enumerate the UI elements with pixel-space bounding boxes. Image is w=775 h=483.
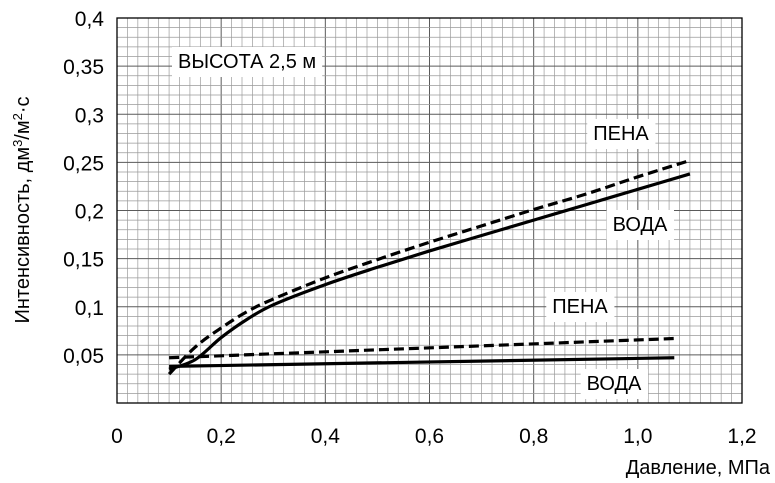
annotation-text: ПЕНА (552, 296, 608, 318)
annotation-background (546, 292, 615, 322)
x-tick-label: 0,6 (415, 425, 444, 448)
annotation-label: ВЫСОТА 2,5 м (172, 47, 323, 77)
series-line-2 (168, 172, 691, 371)
series-line-1 (167, 158, 691, 376)
y-tick-label: 0,05 (63, 345, 104, 368)
y-tick-label: 0,35 (63, 56, 104, 79)
annotation-text: ВОДА (587, 373, 642, 395)
annotation-background (172, 47, 323, 77)
annotation-label: ПЕНА (546, 292, 615, 322)
series-line-3 (169, 336, 675, 360)
annotation-text: ВОДА (613, 214, 668, 236)
plot-frame (116, 17, 743, 404)
annotation-background (580, 369, 648, 399)
x-tick-label: 0,2 (207, 425, 236, 448)
x-axis-title: Давление, МПа (626, 457, 771, 479)
annotations: ВЫСОТА 2,5 м ПЕНА ВОДА ПЕНА ВОДА (172, 47, 674, 399)
annotation-background (606, 210, 674, 240)
x-tick-label: 1,0 (623, 425, 652, 448)
series-lines (167, 158, 691, 376)
y-axis-title-end: ·с (12, 96, 34, 113)
y-axis-title: Интенсивность, дм3/м2·с (10, 96, 35, 323)
y-tick-label: 0,3 (75, 104, 104, 127)
series-line-4 (169, 356, 675, 369)
y-tick-label: 0,25 (63, 152, 104, 175)
annotation-text: ВЫСОТА 2,5 м (178, 51, 316, 73)
x-tick-labels: 0 0,2 0,4 0,6 0,8 1,0 1,2 (111, 425, 756, 448)
annotation-background (587, 119, 656, 149)
x-tick-label: 1,2 (727, 425, 756, 448)
annotation-label: ВОДА (606, 210, 674, 240)
y-axis-title-sup1: 3 (10, 140, 25, 147)
y-axis-title-mid: /м (12, 120, 34, 139)
y-axis-title-main: Интенсивность, дм (12, 147, 34, 324)
y-tick-label: 0,15 (63, 249, 104, 272)
y-axis-title-sup2: 2 (10, 113, 25, 120)
annotation-label: ПЕНА (587, 119, 656, 149)
annotation-text: ПЕНА (593, 123, 649, 145)
x-tick-label: 0,4 (311, 425, 341, 448)
y-tick-labels: 0,05 0,1 0,15 0,2 0,25 0,3 0,35 0,4 (63, 8, 104, 368)
y-tick-label: 0,2 (75, 201, 104, 224)
y-tick-label: 0,4 (75, 8, 105, 31)
grid (117, 18, 742, 403)
annotation-label: ВОДА (580, 369, 648, 399)
y-tick-label: 0,1 (75, 297, 104, 320)
x-tick-label: 0,8 (519, 425, 548, 448)
x-tick-label: 0 (111, 425, 123, 448)
